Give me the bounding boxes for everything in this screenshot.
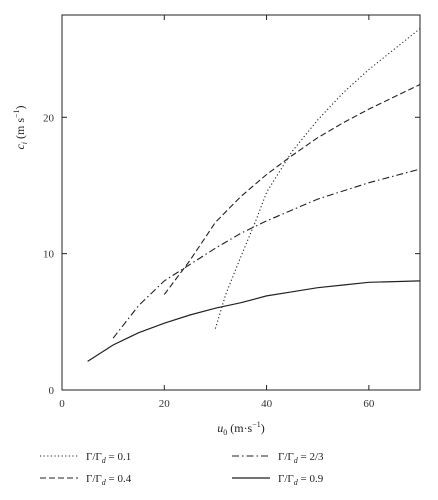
y-tick-label: 10 — [43, 249, 55, 261]
y-axis-label: ci (m s−1) — [12, 105, 29, 149]
x-tick-label: 20 — [159, 398, 171, 410]
series-line-2 — [163, 84, 421, 295]
legend: Γ/Γd = 0.1 Γ/Γd = 0.4 Γ/Γd = 2/3 Γ/Γd = 0.9 — [40, 451, 324, 487]
x-tick-label: 40 — [261, 398, 273, 410]
series-line-4 — [87, 280, 421, 362]
y-tick-label: 20 — [43, 112, 55, 124]
legend-label-2: Γ/Γd = 0.4 — [86, 473, 132, 487]
x-axis-label: u0 (m·s−1) — [217, 420, 265, 437]
legend-label-3: Γ/Γd = 2/3 — [278, 451, 324, 465]
axes: 0 20 40 60 0 10 20 u0 (m·s−1) ci (m s−1) — [12, 14, 421, 437]
y-tick-label: 0 — [49, 385, 55, 397]
legend-label-1: Γ/Γd = 0.1 — [86, 451, 131, 465]
series-line-3 — [112, 168, 421, 339]
x-tick-label: 0 — [59, 398, 65, 410]
x-tick-label: 60 — [363, 398, 375, 410]
axes-frame — [61, 14, 421, 391]
legend-label-4: Γ/Γd = 0.9 — [278, 473, 324, 487]
series-line-1 — [214, 28, 421, 329]
plot-area — [87, 28, 421, 362]
